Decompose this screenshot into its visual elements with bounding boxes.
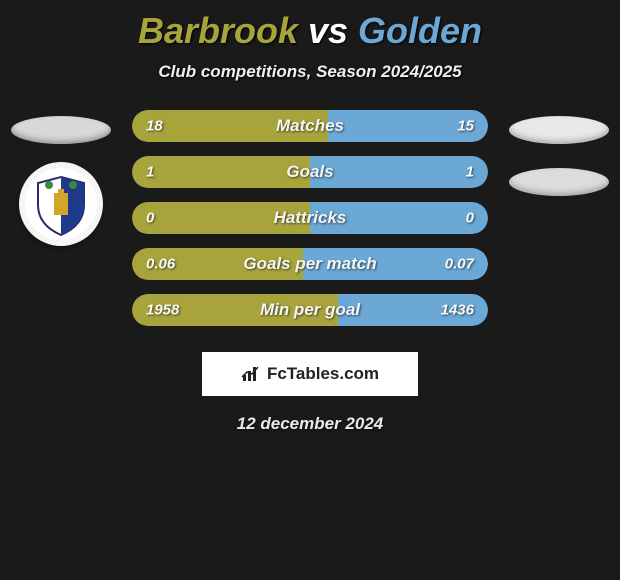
stats-area: 18 15 Matches 1 1 Goals 0 0 Hattricks 0.06 0.07 Goa… [0, 110, 620, 330]
player2-name: Golden [358, 10, 482, 51]
vs-title: Barbrook vs Golden [0, 0, 620, 52]
stat-value-left: 1958 [146, 302, 179, 319]
stat-label: Min per goal [260, 300, 360, 320]
stat-value-right: 0.07 [445, 256, 474, 273]
left-team-graphic [6, 110, 116, 246]
bar-chart-icon [241, 365, 263, 383]
team-shadow-ellipse [11, 116, 111, 144]
stat-label: Matches [276, 116, 344, 136]
stat-bars: 18 15 Matches 1 1 Goals 0 0 Hattricks 0.06 0.07 Goa… [132, 110, 488, 326]
bar-fill-right [310, 156, 488, 188]
stat-value-left: 1 [146, 164, 154, 181]
stat-row: 0.06 0.07 Goals per match [132, 248, 488, 280]
stat-row: 18 15 Matches [132, 110, 488, 142]
stat-row: 1958 1436 Min per goal [132, 294, 488, 326]
shield-icon [34, 175, 88, 237]
vs-separator: vs [298, 10, 358, 51]
stat-value-right: 15 [457, 118, 474, 135]
stat-label: Hattricks [274, 208, 347, 228]
brand-footer-box: FcTables.com [202, 352, 418, 396]
right-team-graphic [504, 110, 614, 196]
infographic-root: Barbrook vs Golden Club competitions, Se… [0, 0, 620, 580]
stat-value-left: 0 [146, 210, 154, 227]
stat-value-left: 0.06 [146, 256, 175, 273]
bar-fill-left [132, 156, 310, 188]
subtitle: Club competitions, Season 2024/2025 [0, 62, 620, 82]
stat-value-right: 0 [466, 210, 474, 227]
team-shadow-ellipse [509, 116, 609, 144]
stat-label: Goals [286, 162, 333, 182]
date-text: 12 december 2024 [0, 414, 620, 434]
stat-row: 0 0 Hattricks [132, 202, 488, 234]
player1-name: Barbrook [138, 10, 298, 51]
team-crest [19, 162, 103, 246]
stat-label: Goals per match [243, 254, 376, 274]
stat-value-left: 18 [146, 118, 163, 135]
stat-value-right: 1 [466, 164, 474, 181]
team-shadow-ellipse [509, 168, 609, 196]
stat-row: 1 1 Goals [132, 156, 488, 188]
stat-value-right: 1436 [441, 302, 474, 319]
brand-text: FcTables.com [267, 364, 379, 384]
